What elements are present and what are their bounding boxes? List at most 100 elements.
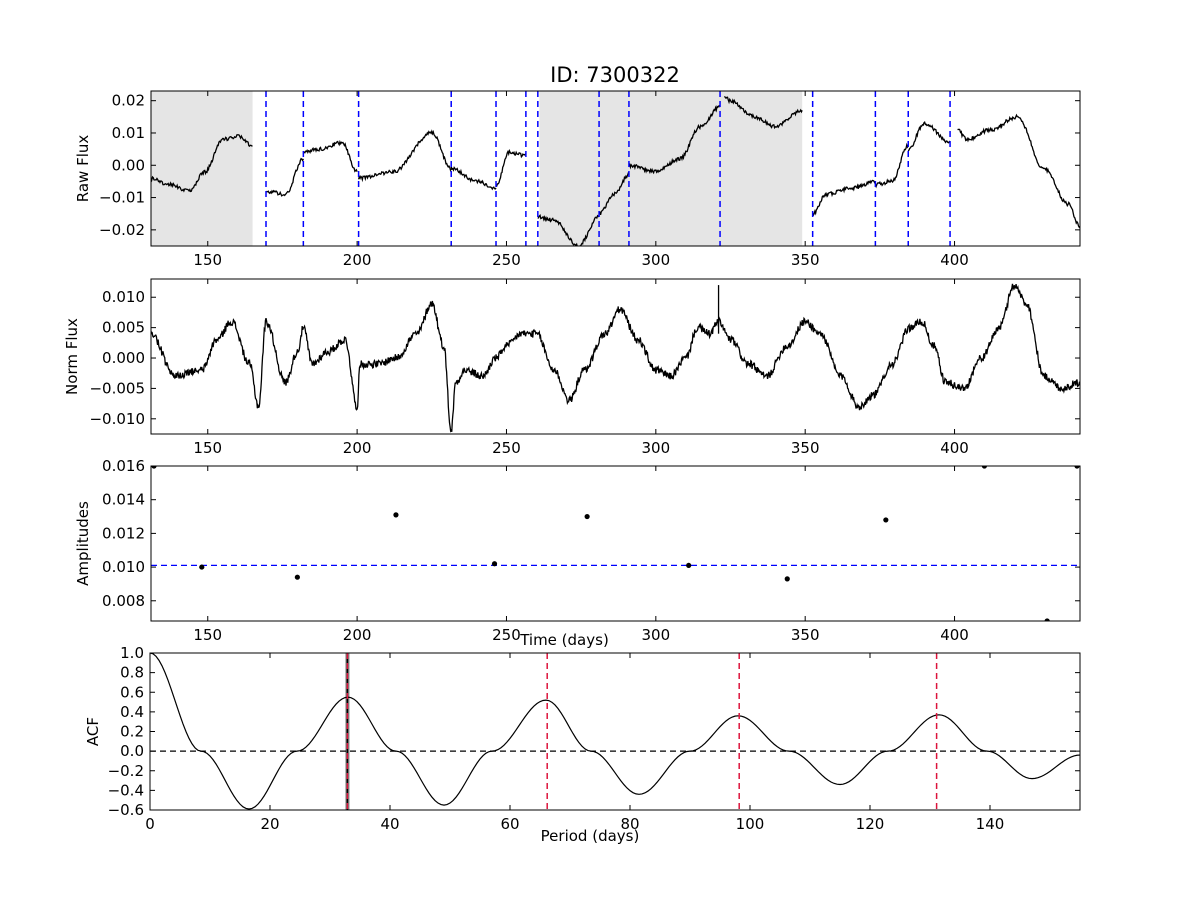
amplitude-point-11 (1044, 618, 1050, 621)
acf-ytick-label: −0.6 (108, 801, 144, 819)
raw-flux-segment-9 (723, 95, 803, 130)
norm-flux-panel: 150 200 250 300 350 400 −0.010 −0.005 0.000 0.005… (63, 278, 1081, 457)
norm-ylabel: Norm Flux (63, 318, 81, 395)
amp-xtick-label: 400 (940, 626, 969, 644)
norm-ytick-label: −0.010 (89, 410, 145, 428)
acf-xtick-label: 20 (260, 815, 279, 833)
raw-ytick-label: −0.01 (99, 189, 145, 207)
amp-ytick-label: 0.012 (102, 524, 145, 542)
acf-axes-frame (149, 652, 1081, 811)
acf-xtick-label: 140 (976, 815, 1005, 833)
amp-xlabel: Time (days) (519, 631, 609, 649)
amplitude-point-10 (1074, 466, 1080, 469)
raw-flux-panel: 150 200 250 300 350 400 −0.02 −0.01 0.00 0.01 0.02… (74, 90, 1081, 269)
norm-flux-line (151, 283, 1080, 433)
amp-ytick-label: 0.016 (102, 457, 145, 475)
amplitude-point-7 (883, 517, 889, 523)
raw-ytick-label: 0.02 (112, 92, 145, 110)
raw-xtick-label: 150 (193, 251, 222, 269)
raw-flux-segment-1 (265, 157, 304, 197)
amp-plot-area (151, 466, 1080, 621)
raw-flux-segment-8 (628, 104, 721, 175)
amplitude-point-4 (584, 513, 590, 520)
raw-ytick-label: 0.00 (112, 156, 145, 174)
norm-xtick-label: 200 (343, 439, 372, 457)
raw-xtick-label: 300 (642, 251, 671, 269)
norm-ytick-label: 0.000 (102, 349, 145, 367)
raw-ytick-label: −0.02 (99, 221, 145, 239)
acf-ytick-label: 0.6 (120, 683, 144, 701)
norm-ytick-label: 0.010 (102, 288, 145, 306)
raw-shaded-range-1 (539, 91, 803, 246)
raw-flux-segment-0 (151, 134, 253, 193)
amp-xtick-label: 350 (791, 626, 820, 644)
acf-xtick-label: 40 (380, 815, 399, 833)
amplitude-point-6 (784, 576, 790, 582)
acf-ytick-label: 0.2 (120, 723, 144, 741)
raw-shaded-range-0 (151, 91, 253, 246)
amp-xtick-label: 300 (642, 626, 671, 644)
acf-xtick-label: 60 (500, 815, 519, 833)
amp-xtick-label: 250 (492, 626, 521, 644)
acf-ytick-label: 1.0 (120, 644, 144, 662)
raw-axes-frame (150, 90, 1081, 247)
norm-xtick-label: 250 (492, 439, 521, 457)
raw-xtick-label: 350 (791, 251, 820, 269)
raw-plot-area (151, 91, 1080, 246)
raw-flux-segment-11 (874, 142, 909, 189)
raw-flux-segment-13 (957, 113, 1080, 229)
raw-flux-segment-6 (537, 214, 600, 246)
raw-xtick-label: 200 (343, 251, 372, 269)
acf-ylabel: ACF (84, 717, 102, 746)
norm-xtick-label: 300 (642, 439, 671, 457)
norm-plot-area (151, 283, 1080, 433)
norm-ytick-label: −0.005 (89, 379, 145, 397)
raw-flux-segment-2 (302, 139, 358, 173)
acf-acf-curve (150, 653, 1080, 810)
amp-ylabel: Amplitudes (74, 501, 92, 586)
acf-panel: 0 20 40 60 80 100 120 140 −0.6 −0.4−0.2 0.00.2 0.4 0… (84, 644, 1081, 845)
raw-flux-segment-3 (357, 129, 452, 183)
raw-xtick-label: 400 (940, 251, 969, 269)
raw-flux-segment-4 (450, 166, 497, 191)
acf-plot-area (150, 653, 1080, 810)
acf-ytick-label: −0.4 (108, 781, 144, 799)
acf-xtick-label: 100 (736, 815, 765, 833)
norm-ytick-label: 0.005 (102, 319, 145, 337)
amplitude-point-2 (393, 512, 399, 518)
figure-title: ID: 7300322 (550, 63, 680, 87)
amp-ytick-label: 0.010 (102, 558, 145, 576)
norm-xtick-label: 400 (940, 439, 969, 457)
acf-xtick-label: 0 (145, 815, 155, 833)
raw-flux-segment-10 (812, 179, 876, 217)
amp-ytick-label: 0.014 (102, 491, 145, 509)
norm-xtick-label: 150 (193, 439, 222, 457)
norm-xtick-label: 350 (791, 439, 820, 457)
amp-xtick-label: 150 (193, 626, 222, 644)
acf-ytick-label: −0.2 (108, 762, 144, 780)
acf-xlabel: Period (days) (541, 827, 640, 845)
amp-ytick-label: 0.008 (102, 592, 145, 610)
amplitude-point-0 (199, 564, 205, 570)
amplitude-point-9 (151, 466, 157, 469)
acf-xtick-label: 120 (856, 815, 885, 833)
acf-ytick-label: 0.4 (120, 703, 144, 721)
amplitude-point-1 (294, 574, 300, 580)
raw-xtick-label: 250 (492, 251, 521, 269)
acf-ytick-label: 0.0 (120, 742, 144, 760)
raw-flux-segment-12 (907, 121, 951, 152)
amplitudes-panel: 150 200 250 300 350 400 0.008 0.010 0.012 0.014 0.… (74, 457, 1081, 649)
amplitude-point-5 (686, 562, 692, 569)
amplitude-point-3 (491, 561, 498, 567)
raw-ytick-label: 0.01 (112, 124, 145, 142)
acf-xtick-label: 80 (620, 815, 639, 833)
acf-ytick-label: 0.8 (120, 664, 144, 682)
amp-axes-frame (150, 465, 1081, 622)
amplitude-point-8 (981, 466, 988, 469)
amp-xtick-label: 200 (343, 626, 372, 644)
raw-flux-segment-7 (598, 171, 630, 216)
norm-axes-frame (150, 278, 1081, 435)
raw-ylabel: Raw Flux (74, 135, 92, 203)
raw-flux-segment-5 (495, 148, 527, 188)
